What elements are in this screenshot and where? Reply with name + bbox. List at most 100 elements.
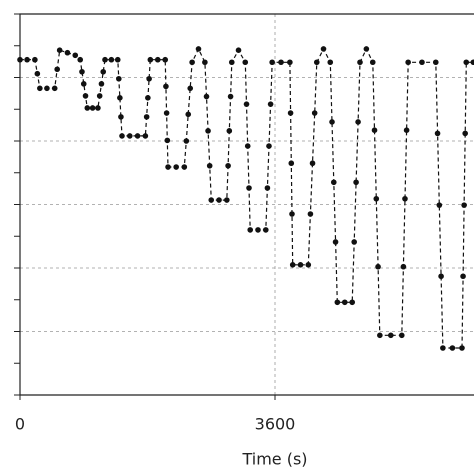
data-point [320,46,327,52]
data-point [114,56,121,63]
data-point [203,93,210,100]
data-point [449,345,456,351]
data-point [419,59,425,66]
data-point [375,263,381,270]
data-point [327,59,334,66]
data-point [287,110,294,116]
data-point [154,56,161,63]
data-point [235,47,242,53]
data-point [24,56,30,63]
x-tick-label: 3600 [255,415,296,434]
data-point [334,299,341,306]
data-point [266,143,272,149]
data-point [440,345,446,351]
data-point [44,85,50,92]
data-point [84,105,91,111]
data-point [116,75,122,82]
data-point [400,263,407,270]
data-point [224,197,230,203]
data-point [313,59,320,66]
data-point [461,202,467,208]
data-point [202,59,208,66]
data-point [189,59,195,66]
data-point [369,59,376,66]
data-point [208,197,215,203]
data-point [118,114,124,120]
data-point [96,93,103,99]
data-point [242,59,249,66]
data-point [355,119,361,125]
data-point [371,127,378,134]
data-point [102,56,108,63]
data-point [164,137,171,144]
x-axis-label: Time (s) [241,450,307,469]
data-point [357,59,363,66]
data-point [403,127,410,134]
data-point [82,93,89,99]
data-point [142,133,149,139]
data-point [289,211,295,217]
data-point [243,101,250,107]
data-point [244,143,251,149]
data-point [126,133,133,139]
data-point [80,81,87,87]
data-point [183,138,190,144]
data-point [147,56,154,63]
data-point [246,185,252,191]
data-point [459,345,465,351]
data-point [267,101,274,107]
data-point [145,95,151,101]
data-point [288,160,295,167]
data-point [95,105,101,111]
data-point [79,68,85,75]
data-point [351,239,357,245]
x-tick-label: 0 [15,415,25,434]
data-point [195,46,202,52]
data-point [353,179,359,186]
data-point [205,128,211,134]
data-point [134,133,141,139]
data-point [341,299,348,306]
data-point [330,179,337,186]
data-point [349,299,356,306]
data-point [278,59,284,66]
data-point [56,47,63,53]
data-point [181,164,188,170]
data-point [255,227,261,233]
data-point [206,162,213,169]
data-point [262,227,269,233]
data-point [143,114,150,120]
data-point [187,85,194,92]
data-point [225,162,231,169]
data-point [32,56,38,63]
data-point [216,197,222,203]
data-point [77,56,84,63]
data-point [98,81,105,87]
data-point [72,52,79,59]
data-point [34,70,41,77]
data-point [432,59,439,66]
data-point [470,59,474,66]
data-point [311,110,318,116]
data-point [185,111,192,118]
data-point [247,227,254,233]
data-point [51,85,58,92]
data-point [227,93,234,100]
data-point [173,164,179,170]
data-point [309,160,316,167]
data-point [434,130,441,137]
data-point [269,59,275,66]
data-point [264,185,271,191]
data-point [438,273,444,280]
data-point [388,332,394,339]
data-point [377,332,383,339]
data-point [64,49,71,56]
data-point [307,211,314,217]
data-line [20,47,474,349]
data-point [460,273,466,280]
data-point [117,95,123,101]
data-point [462,130,468,137]
data-point [436,202,443,208]
